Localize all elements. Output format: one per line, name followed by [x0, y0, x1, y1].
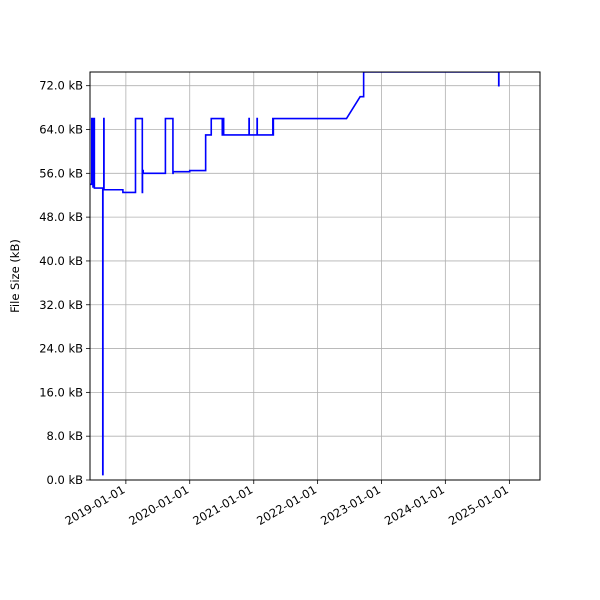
y-tick-label: 16.0 kB [39, 385, 83, 399]
file-size-series-line [90, 72, 500, 476]
y-tick-label: 48.0 kB [39, 210, 83, 224]
y-tick-label: 8.0 kB [47, 429, 84, 443]
y-tick-label: 24.0 kB [39, 342, 83, 356]
y-tick-label: 40.0 kB [39, 254, 83, 268]
y-tick-label: 64.0 kB [39, 123, 83, 137]
y-tick-label: 32.0 kB [39, 298, 83, 312]
y-axis: 0.0 kB 8.0 kB 16.0 kB 24.0 kB 32.0 kB 40.0 kB… [39, 79, 90, 487]
y-tick-label: 56.0 kB [39, 166, 83, 180]
y-tick-label: 0.0 kB [47, 473, 84, 487]
y-axis-title: File Size (kB) [8, 239, 22, 313]
data-series [90, 72, 500, 476]
y-tick-label: 72.0 kB [39, 79, 83, 93]
plot-area-frame [89, 71, 541, 481]
